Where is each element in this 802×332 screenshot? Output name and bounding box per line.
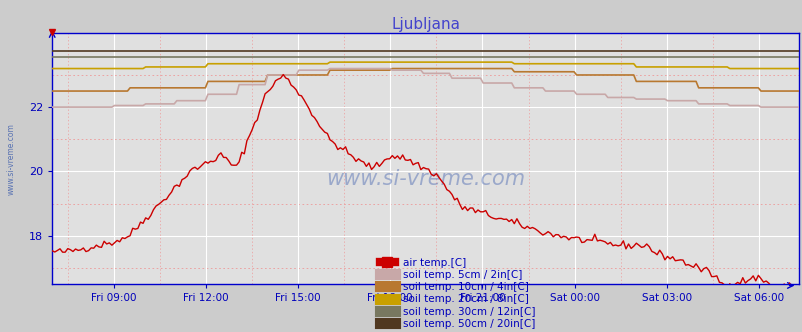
Text: www.si-vreme.com: www.si-vreme.com [6, 124, 15, 195]
Title: Ljubljana: Ljubljana [391, 17, 460, 32]
Text: www.si-vreme.com: www.si-vreme.com [326, 169, 525, 189]
Legend: air temp.[C], soil temp. 5cm / 2in[C], soil temp. 10cm / 4in[C], soil temp. 20cm: air temp.[C], soil temp. 5cm / 2in[C], s… [379, 257, 536, 330]
